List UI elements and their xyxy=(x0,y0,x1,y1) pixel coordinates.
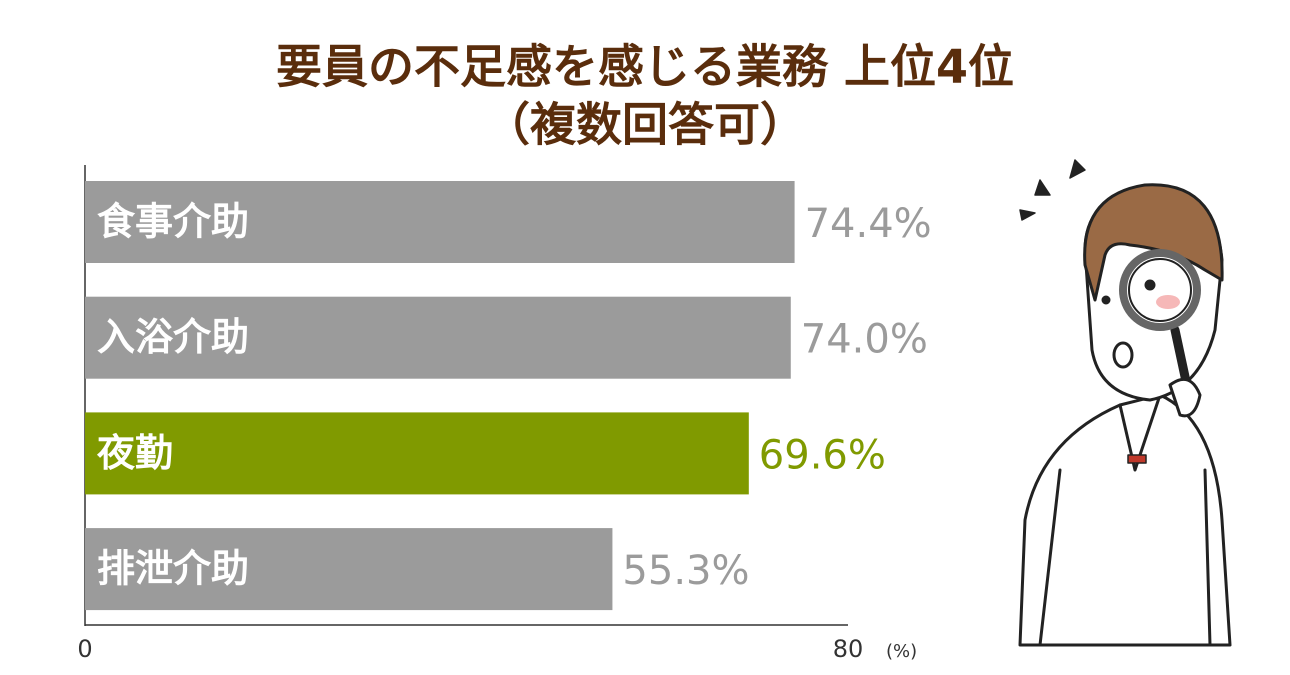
x-axis-unit: (%) xyxy=(886,641,917,662)
category-label: 入浴介助 xyxy=(97,315,249,359)
bar xyxy=(85,528,613,611)
x-tick-label: 80 xyxy=(833,635,864,663)
chart-title: 要員の不足感を感じる業務 上位4位 xyxy=(276,40,1014,94)
bar xyxy=(85,296,791,379)
doctor-illustration xyxy=(1018,159,1232,647)
value-label: 55.3% xyxy=(622,548,749,594)
chart-subtitle: （複数回答可） xyxy=(484,98,806,152)
category-label: 排泄介助 xyxy=(97,547,249,591)
bar xyxy=(85,181,795,263)
category-label: 夜勤 xyxy=(96,431,173,475)
x-tick-label: 0 xyxy=(77,635,92,663)
value-label: 74.4% xyxy=(805,201,932,247)
bar xyxy=(85,412,749,495)
category-label: 食事介助 xyxy=(97,200,249,244)
value-label: 74.0% xyxy=(801,317,928,363)
value-label: 69.6% xyxy=(759,432,886,478)
